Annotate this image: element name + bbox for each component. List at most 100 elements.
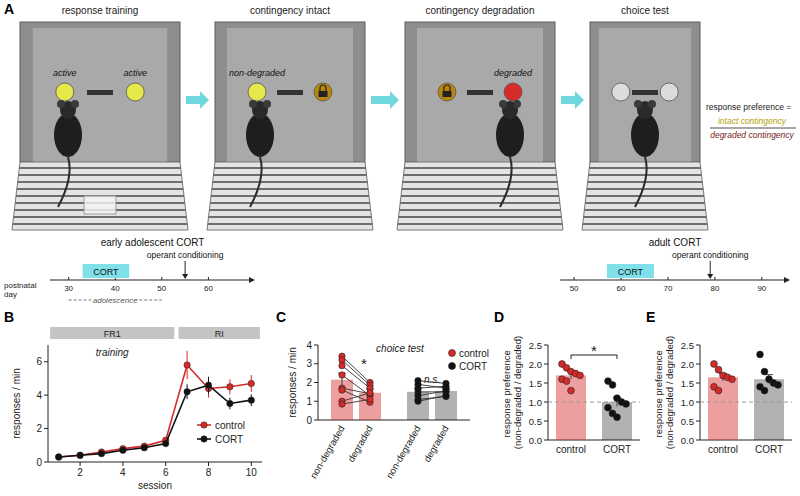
- plot-area: [331, 353, 457, 420]
- chamber: [12, 22, 188, 230]
- marker: [227, 400, 233, 406]
- formula-lhs: response preference =: [706, 102, 791, 112]
- point: [761, 387, 768, 394]
- grid-floor: [399, 209, 560, 211]
- tick-label: 0.5: [681, 416, 694, 427]
- tick-label: 1.0: [529, 397, 542, 408]
- legend-swatch: [201, 422, 207, 428]
- y-axis: [48, 345, 49, 462]
- marker: [248, 397, 254, 403]
- panel-letter: C: [276, 309, 286, 325]
- wall: [405, 22, 555, 162]
- tick-label: 60: [617, 284, 626, 293]
- tick: [314, 382, 318, 383]
- tick-label: 2: [306, 377, 312, 388]
- point: [339, 401, 345, 407]
- tick-label: 90: [757, 284, 766, 293]
- tick-label: 1.5: [529, 378, 542, 389]
- plot-area: [548, 361, 640, 440]
- mouse-body: [496, 113, 524, 157]
- arrow: [186, 91, 209, 109]
- mouse-tail: [635, 157, 647, 207]
- event-arrowhead: [707, 274, 713, 279]
- lever: [126, 83, 144, 101]
- grid-floor: [213, 174, 366, 176]
- point: [715, 387, 722, 394]
- lever: [56, 83, 74, 101]
- legend-label: control: [459, 348, 489, 359]
- lever: [660, 83, 678, 101]
- tick-label: 2.0: [529, 359, 542, 370]
- cort-period: [607, 264, 654, 278]
- event-label: operant conditioning: [147, 250, 224, 260]
- y-label: responses / min: [11, 368, 22, 439]
- mouse-ear: [57, 100, 65, 108]
- tick: [544, 364, 548, 365]
- grid-floor: [584, 216, 707, 218]
- magazine: [277, 90, 303, 95]
- tick: [314, 420, 318, 421]
- bar: [331, 380, 353, 420]
- legend-swatch: [449, 350, 456, 357]
- marker: [163, 440, 169, 446]
- chamber: [582, 22, 708, 230]
- mouse-ear: [263, 100, 271, 108]
- tick: [208, 462, 209, 466]
- marker: [77, 452, 83, 458]
- tick-label: 6: [163, 467, 169, 478]
- axis-label: postnatalday: [4, 281, 37, 299]
- tick-label: 0: [36, 457, 42, 468]
- grid-floor: [14, 216, 187, 218]
- lever: [612, 83, 630, 101]
- legend-label: control: [215, 420, 245, 431]
- grid-floor: [211, 195, 369, 197]
- tick-label: 10: [246, 467, 258, 478]
- point: [339, 387, 345, 393]
- point: [711, 361, 718, 368]
- marker: [98, 450, 104, 456]
- annotation: choice test: [376, 343, 425, 354]
- timeline-title: early adolescent CORT: [101, 237, 205, 248]
- grid-floor: [403, 174, 556, 176]
- category-label: CORT: [603, 444, 631, 455]
- pair-line: [342, 375, 370, 396]
- annotation: *: [361, 355, 367, 372]
- tick: [165, 462, 166, 466]
- lever-label: degraded: [494, 68, 533, 78]
- tick-label: 70: [664, 284, 673, 293]
- floor: [207, 162, 373, 230]
- point: [367, 396, 373, 402]
- pair-line: [418, 397, 446, 400]
- point: [339, 372, 345, 378]
- y-label: responses / min: [287, 347, 298, 418]
- panel-letter: D: [494, 309, 504, 325]
- wall: [590, 22, 700, 162]
- marker: [77, 452, 83, 458]
- tick: [122, 462, 123, 466]
- grid-floor: [583, 223, 708, 225]
- wall-panel: [33, 28, 167, 162]
- tick-label: 1: [306, 396, 312, 407]
- lever: [314, 83, 332, 101]
- point: [757, 351, 764, 358]
- magazine: [632, 90, 658, 95]
- tick: [667, 277, 668, 280]
- grid-floor: [19, 167, 180, 169]
- grid-floor: [213, 181, 368, 183]
- stage-label: choice test: [621, 5, 669, 16]
- panel-letter: B: [4, 309, 14, 325]
- y-label: response preference (non-degraded / degr…: [653, 336, 675, 450]
- category-label: non-degraded: [308, 424, 347, 481]
- legend-label: CORT: [215, 434, 243, 445]
- grid-floor: [586, 195, 704, 197]
- tick-label: 2: [36, 423, 42, 434]
- point: [443, 393, 449, 399]
- adolescence-label: adolescence: [93, 296, 138, 305]
- tick-label: 6: [36, 356, 42, 367]
- marker: [56, 454, 62, 460]
- grid-floor: [587, 188, 703, 190]
- wall: [215, 22, 365, 162]
- bar: [359, 393, 381, 420]
- lock: [320, 85, 326, 91]
- grid-floor: [401, 195, 559, 197]
